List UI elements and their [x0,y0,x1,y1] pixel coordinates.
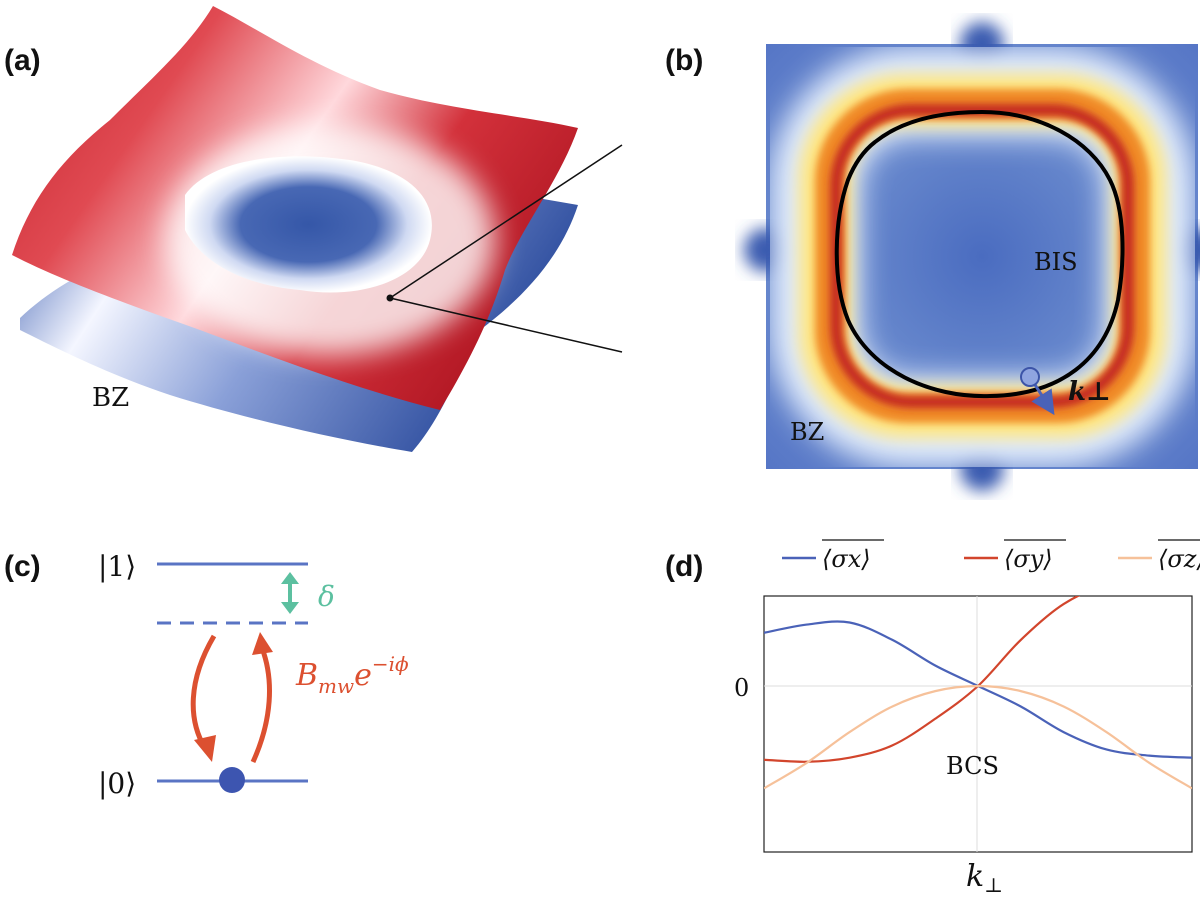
panel-a-bz-label: BZ [92,383,129,413]
chart-legend: ⟨σx⟩ ⟨σy⟩ ⟨σz⟩ [782,539,1200,573]
state-1-label: |1⟩ [98,550,136,583]
down-drive-arrowhead [194,735,216,762]
chart-series-group [764,596,1192,790]
bcs-label: BCS [946,752,999,780]
legend-label-sigma-z: ⟨σz⟩ [1158,545,1200,573]
ground-state-dot [219,767,245,793]
series-line-sigma-y [764,596,1081,763]
series-line-sigma-z [764,684,1192,790]
up-drive-arrow [250,647,272,764]
y-tick-zero: 0 [734,674,749,702]
x-axis-label: k⊥ [966,859,1003,897]
bis-point-marker [386,294,394,302]
panel-b-heatmap: BIS BZ k⊥ [744,22,1200,491]
detuning-arrow [281,572,299,614]
panel-label-d: (d) [665,550,704,583]
detuning-label: δ [318,580,335,613]
bis-label: BIS [1034,248,1078,276]
k-perp-point [1020,367,1040,387]
down-drive-arrow [190,634,217,750]
panel-d-chart: 0 BCS k⊥ ⟨σx⟩ ⟨σy⟩ ⟨σz⟩ [734,539,1200,897]
panel-c-levels: δ |1⟩ |0⟩ Bmwe−iϕ [98,550,409,800]
legend-label-sigma-y: ⟨σy⟩ [1004,545,1053,573]
panel-b-bz-label: BZ [790,418,824,446]
series-line-sigma-x [764,620,1192,759]
panel-label-a: (a) [4,44,41,77]
zoom-line-bottom [389,297,623,353]
state-0-label: |0⟩ [98,767,136,800]
panel-a-surfaces: BZ [12,6,623,452]
panel-label-b: (b) [665,44,704,77]
zoom-line-top [389,144,623,299]
plot-frame [763,595,1193,853]
panel-label-c: (c) [4,550,41,583]
drive-label: Bmwe−iϕ [295,652,409,698]
bis-contour [834,109,1125,399]
legend-label-sigma-x: ⟨σx⟩ [822,545,871,573]
k-perp-label: k⊥ [1068,377,1111,407]
surface-blue-dip [185,156,432,293]
up-drive-arrowhead [252,632,273,655]
